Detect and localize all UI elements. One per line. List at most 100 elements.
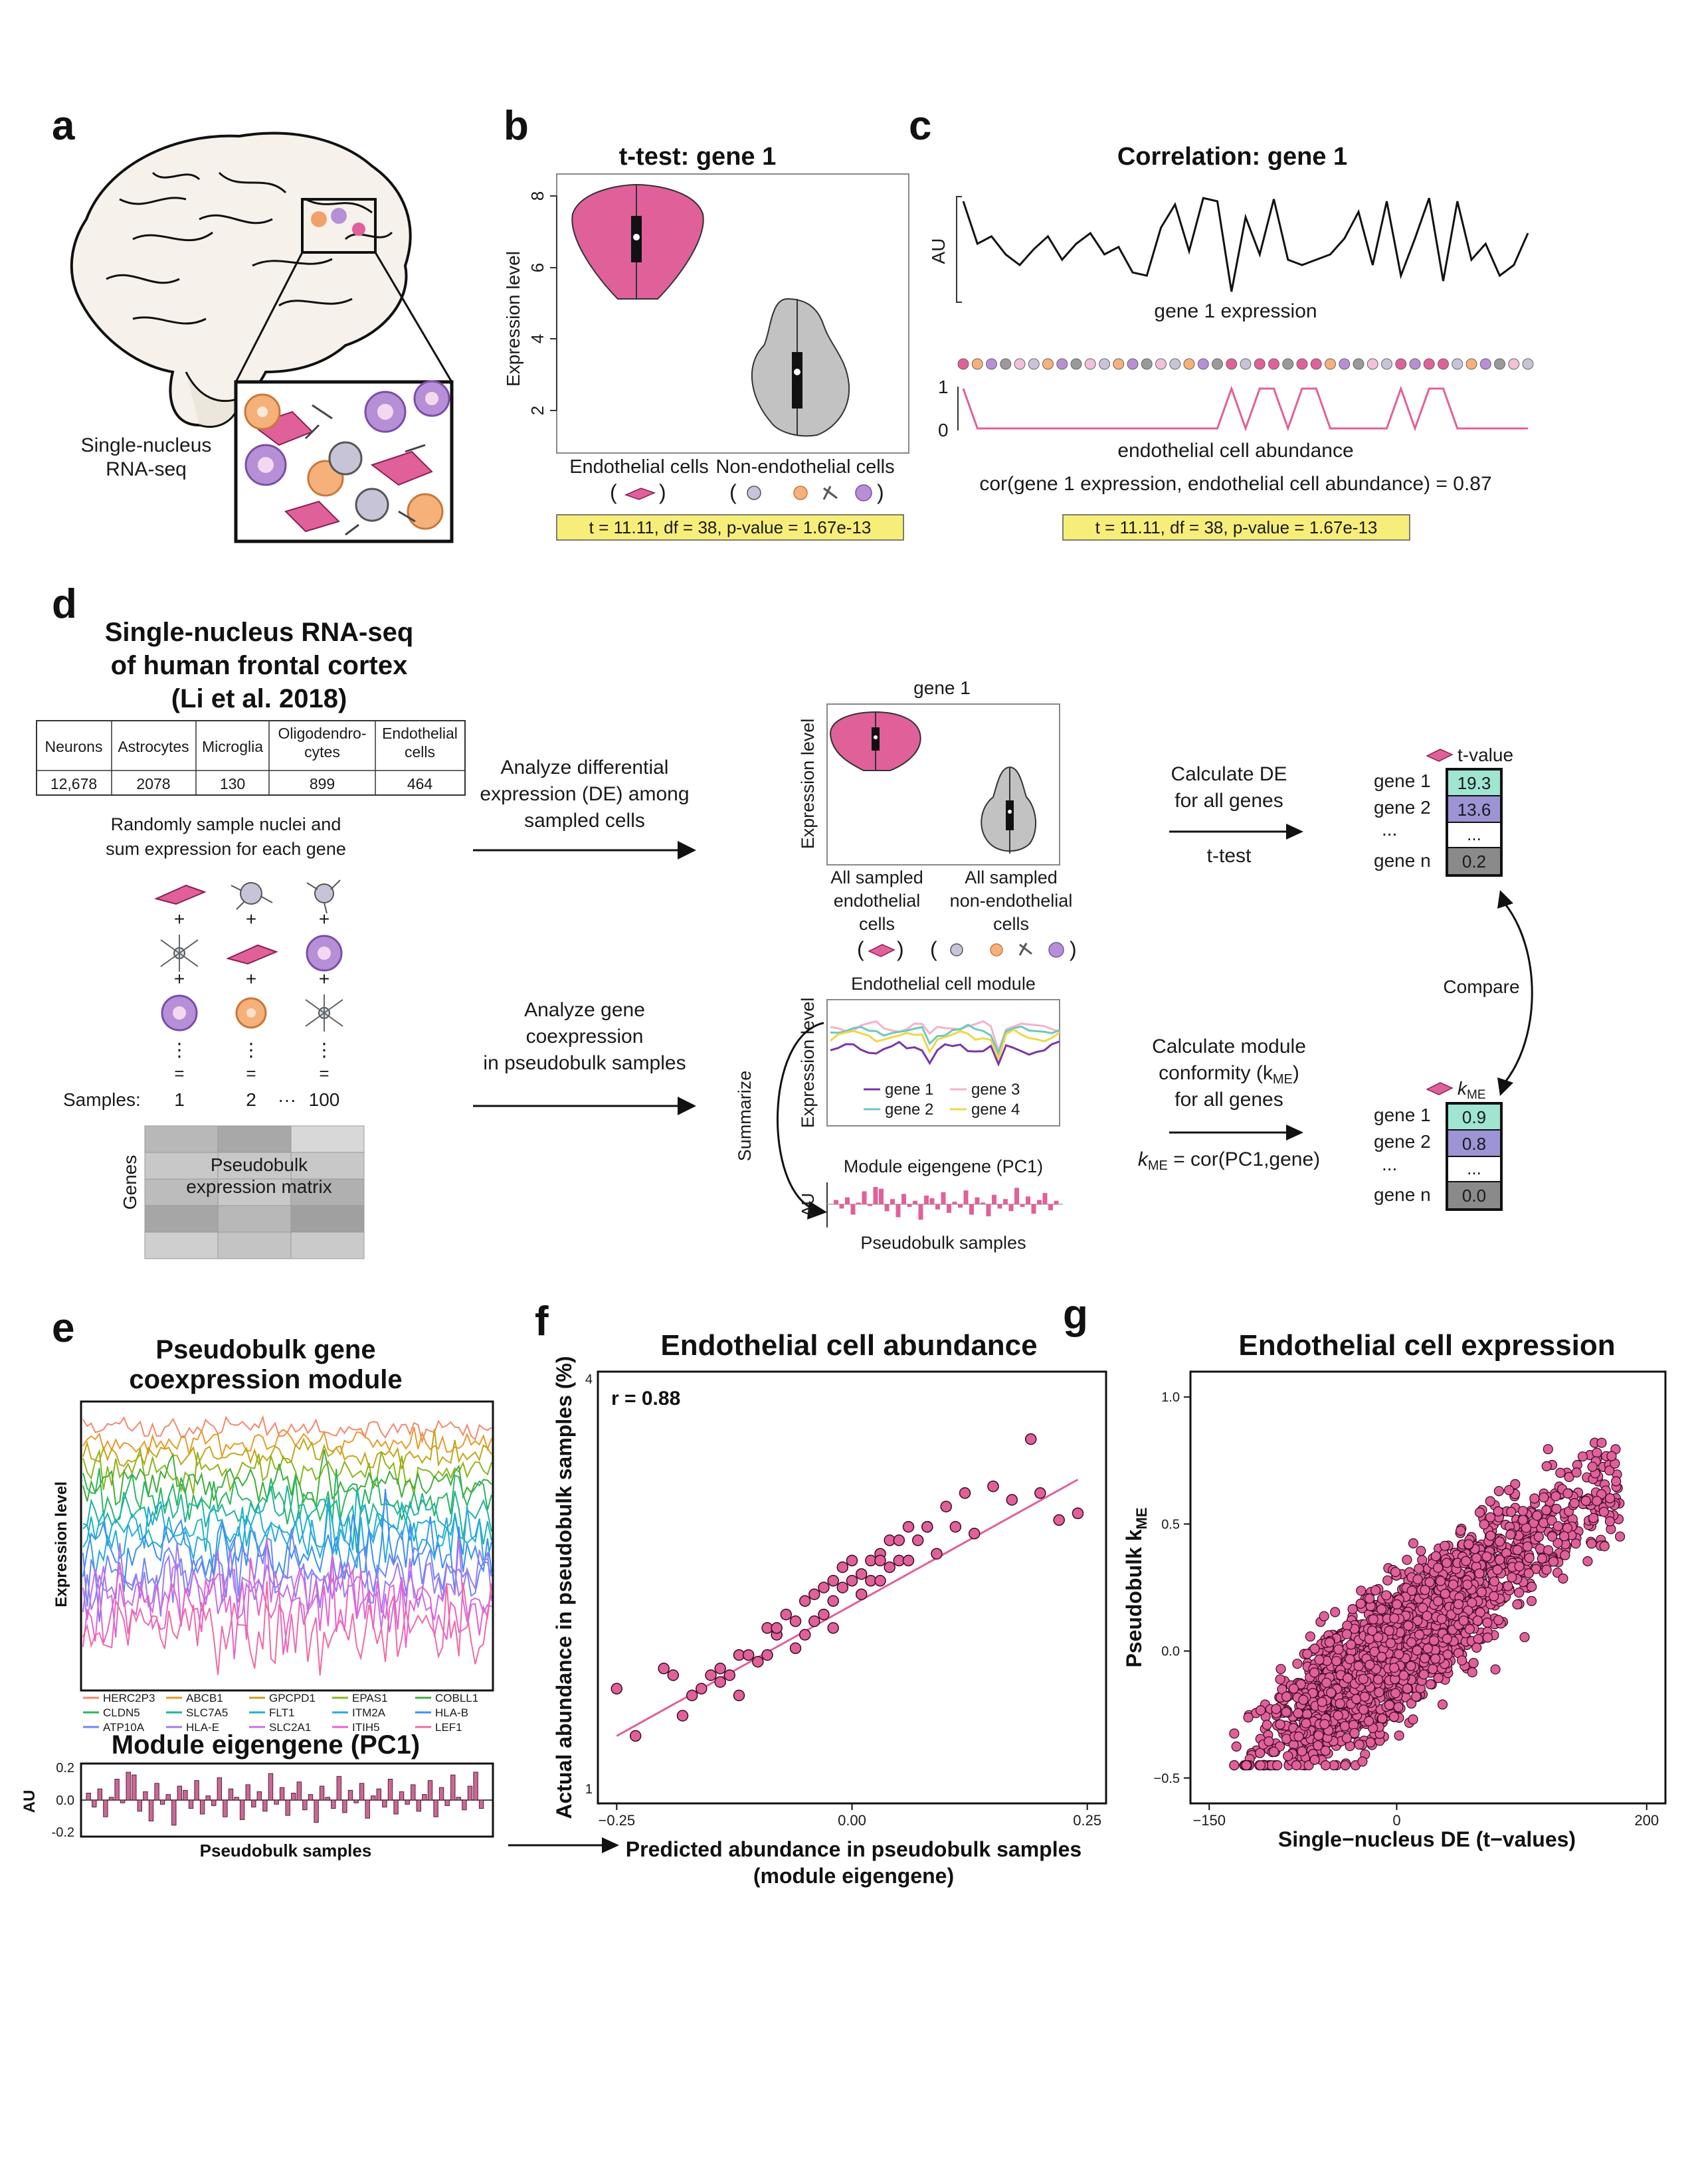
legend-label: FLT1 — [269, 1706, 294, 1719]
eigengene-bar — [997, 1204, 1002, 1209]
module-gene-line — [82, 1429, 492, 1470]
strip-cell — [1226, 358, 1238, 370]
module-legend: gene 1 gene 2 gene 3 gene 4 — [864, 1081, 1020, 1119]
strip-cell — [1508, 358, 1520, 370]
microglia-icon — [314, 883, 334, 903]
data-point — [1510, 1479, 1521, 1489]
data-point — [1275, 1664, 1286, 1675]
data-point — [1326, 1687, 1337, 1698]
eigengene-bar — [1031, 1204, 1036, 1214]
data-point — [1393, 1702, 1404, 1712]
eigengene-bar — [1020, 1204, 1025, 1207]
eigengene-bar — [171, 1799, 177, 1826]
module-gene-line — [830, 1024, 1060, 1056]
d-violin-non-endothelial — [981, 766, 1037, 854]
data-point — [1394, 1730, 1404, 1741]
eigengene-bar — [199, 1799, 205, 1815]
data-point — [1281, 1691, 1292, 1702]
data-point — [1560, 1550, 1570, 1560]
panel-d-title-line3: (Li et al. 2018) — [171, 684, 347, 713]
table-header: Microglia — [202, 738, 263, 755]
data-point — [1598, 1506, 1609, 1517]
panel-c-expr-label: gene 1 expression — [1154, 300, 1317, 322]
plus-sign: + — [174, 968, 185, 989]
eigengene-bar — [462, 1799, 467, 1811]
kme-value-cell: ... — [1467, 1158, 1481, 1178]
module-gene-line — [82, 1449, 492, 1508]
data-point — [1321, 1677, 1332, 1688]
eigengene-bar — [879, 1188, 884, 1204]
data-point — [1514, 1561, 1525, 1572]
data-point — [799, 1629, 811, 1641]
data-point — [1467, 1597, 1477, 1608]
data-point — [733, 1689, 745, 1702]
data-point — [1320, 1746, 1331, 1756]
panel-f-frame — [597, 1370, 1107, 1805]
data-point — [1006, 1494, 1018, 1506]
panel-a-caption-line1: Single-nucleus — [81, 434, 212, 456]
data-point — [1493, 1506, 1503, 1517]
data-point — [1571, 1467, 1582, 1478]
data-point — [874, 1575, 886, 1587]
eigengene-bar — [845, 1197, 850, 1204]
legend-label: CLDN5 — [103, 1706, 140, 1719]
eigengene-title: Module eigengene (PC1) — [844, 1156, 1043, 1176]
module-frame — [826, 999, 1060, 1127]
data-point — [959, 1487, 971, 1499]
svg-text:(: ( — [930, 937, 937, 961]
module-legend-item: gene 4 — [971, 1101, 1020, 1119]
eigengene-bar — [963, 1190, 969, 1204]
eigengene-bar — [234, 1797, 239, 1801]
data-point — [1570, 1538, 1581, 1549]
eigengene-bar — [165, 1794, 171, 1801]
data-point — [1281, 1706, 1291, 1718]
eigengene-bar — [856, 1202, 861, 1204]
table-cell: 899 — [310, 775, 335, 792]
module-gene-line — [830, 1020, 1060, 1054]
data-point — [1339, 1721, 1351, 1732]
eigengene-bar — [359, 1783, 365, 1801]
data-point — [676, 1710, 689, 1722]
svg-text:(: ( — [610, 480, 617, 504]
strip-cell — [1339, 358, 1351, 370]
eigengene-bar — [935, 1204, 940, 1210]
t-gene-label: ... — [1382, 819, 1397, 840]
data-point — [1433, 1596, 1444, 1607]
eigengene-bar — [302, 1799, 308, 1811]
data-point — [1297, 1746, 1307, 1757]
data-point — [1547, 1531, 1558, 1542]
data-point — [1506, 1506, 1517, 1517]
legend-label: ABCB1 — [186, 1692, 223, 1704]
summarize-label: Summarize — [735, 1071, 755, 1162]
data-point — [1340, 1760, 1351, 1771]
svg-text:(: ( — [729, 480, 737, 504]
panel-b-stat: t = 11.11, df = 38, p-value = 1.67e-13 — [589, 517, 872, 537]
data-point — [1429, 1635, 1440, 1646]
data-point — [1494, 1536, 1505, 1547]
data-point — [1390, 1688, 1401, 1698]
endothelial-cell-icon — [154, 884, 207, 905]
data-point — [1596, 1437, 1607, 1448]
panel-e-legend: HERC2P3 ABCB1 GPCPD1 EPAS1 COBLL1 CLDN5 SLC7A5… — [83, 1692, 478, 1734]
data-point — [1512, 1599, 1523, 1609]
violin-non-endothelial — [751, 298, 850, 437]
eigengene-bar — [148, 1799, 154, 1821]
data-point — [1255, 1760, 1266, 1771]
eigengene-bar — [862, 1191, 867, 1204]
strip-cell — [1070, 358, 1082, 370]
t-value-cell: 0.2 — [1462, 852, 1486, 871]
module-gene-line — [82, 1415, 492, 1444]
data-point — [1523, 1568, 1534, 1579]
neuron-process — [231, 885, 273, 910]
calc-de-arrow — [1169, 824, 1303, 840]
data-point — [808, 1588, 820, 1600]
data-point — [1433, 1562, 1444, 1573]
panel-e-label: e — [52, 1305, 74, 1351]
data-point — [1385, 1638, 1396, 1649]
data-point — [1485, 1512, 1496, 1522]
data-point — [1264, 1736, 1274, 1747]
kme-value-cell: 0.0 — [1462, 1186, 1486, 1206]
x-tick-label: −150 — [1192, 1812, 1226, 1829]
data-point — [1462, 1580, 1473, 1590]
